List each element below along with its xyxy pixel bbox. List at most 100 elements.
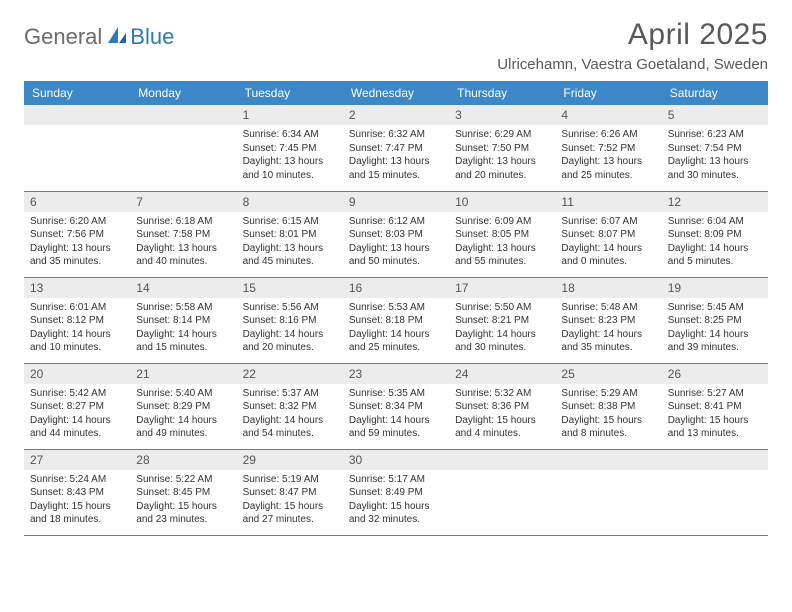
calendar-day-cell: 9Sunrise: 6:12 AMSunset: 8:03 PMDaylight… bbox=[343, 191, 449, 277]
day-number: 8 bbox=[237, 192, 343, 212]
day-details: Sunrise: 5:17 AMSunset: 8:49 PMDaylight:… bbox=[343, 470, 449, 533]
calendar-day-cell: 27Sunrise: 5:24 AMSunset: 8:43 PMDayligh… bbox=[24, 449, 130, 535]
calendar-day-cell: 23Sunrise: 5:35 AMSunset: 8:34 PMDayligh… bbox=[343, 363, 449, 449]
calendar-day-cell: 18Sunrise: 5:48 AMSunset: 8:23 PMDayligh… bbox=[555, 277, 661, 363]
day-details: Sunrise: 5:35 AMSunset: 8:34 PMDaylight:… bbox=[343, 384, 449, 447]
day-details bbox=[24, 125, 130, 185]
calendar-day-cell: 26Sunrise: 5:27 AMSunset: 8:41 PMDayligh… bbox=[662, 363, 768, 449]
day-details: Sunrise: 6:29 AMSunset: 7:50 PMDaylight:… bbox=[449, 125, 555, 188]
calendar-week-row: 1Sunrise: 6:34 AMSunset: 7:45 PMDaylight… bbox=[24, 105, 768, 191]
daylight-line: Daylight: 14 hours and 30 minutes. bbox=[455, 328, 549, 355]
sunset-line: Sunset: 7:52 PM bbox=[561, 142, 655, 156]
calendar-page: General Blue April 2025 Ulricehamn, Vaes… bbox=[0, 0, 792, 554]
daylight-line: Daylight: 14 hours and 39 minutes. bbox=[668, 328, 762, 355]
daylight-line: Daylight: 14 hours and 20 minutes. bbox=[243, 328, 337, 355]
calendar-day-cell: 11Sunrise: 6:07 AMSunset: 8:07 PMDayligh… bbox=[555, 191, 661, 277]
calendar-week-row: 13Sunrise: 6:01 AMSunset: 8:12 PMDayligh… bbox=[24, 277, 768, 363]
sunset-line: Sunset: 8:34 PM bbox=[349, 400, 443, 414]
day-number: 9 bbox=[343, 192, 449, 212]
day-number: 12 bbox=[662, 192, 768, 212]
sunrise-line: Sunrise: 5:56 AM bbox=[243, 301, 337, 315]
calendar-day-cell: 12Sunrise: 6:04 AMSunset: 8:09 PMDayligh… bbox=[662, 191, 768, 277]
daylight-line: Daylight: 15 hours and 13 minutes. bbox=[668, 414, 762, 441]
day-details: Sunrise: 5:22 AMSunset: 8:45 PMDaylight:… bbox=[130, 470, 236, 533]
sunrise-line: Sunrise: 6:09 AM bbox=[455, 215, 549, 229]
day-header: Monday bbox=[130, 81, 236, 105]
day-number: 25 bbox=[555, 364, 661, 384]
daylight-line: Daylight: 14 hours and 15 minutes. bbox=[136, 328, 230, 355]
day-number: 28 bbox=[130, 450, 236, 470]
sunrise-line: Sunrise: 6:18 AM bbox=[136, 215, 230, 229]
calendar-empty-cell bbox=[555, 449, 661, 535]
sunset-line: Sunset: 8:07 PM bbox=[561, 228, 655, 242]
sunset-line: Sunset: 7:47 PM bbox=[349, 142, 443, 156]
sunset-line: Sunset: 8:49 PM bbox=[349, 486, 443, 500]
day-number: 30 bbox=[343, 450, 449, 470]
day-details: Sunrise: 6:23 AMSunset: 7:54 PMDaylight:… bbox=[662, 125, 768, 188]
day-details: Sunrise: 5:58 AMSunset: 8:14 PMDaylight:… bbox=[130, 298, 236, 361]
day-number: 11 bbox=[555, 192, 661, 212]
sunset-line: Sunset: 8:14 PM bbox=[136, 314, 230, 328]
day-number: 17 bbox=[449, 278, 555, 298]
day-header: Friday bbox=[555, 81, 661, 105]
day-details: Sunrise: 6:04 AMSunset: 8:09 PMDaylight:… bbox=[662, 212, 768, 275]
day-number: 2 bbox=[343, 105, 449, 125]
sunset-line: Sunset: 8:25 PM bbox=[668, 314, 762, 328]
day-details bbox=[555, 470, 661, 530]
sunset-line: Sunset: 7:45 PM bbox=[243, 142, 337, 156]
calendar-day-cell: 16Sunrise: 5:53 AMSunset: 8:18 PMDayligh… bbox=[343, 277, 449, 363]
day-details: Sunrise: 5:56 AMSunset: 8:16 PMDaylight:… bbox=[237, 298, 343, 361]
sunrise-line: Sunrise: 6:20 AM bbox=[30, 215, 124, 229]
day-details: Sunrise: 6:18 AMSunset: 7:58 PMDaylight:… bbox=[130, 212, 236, 275]
daylight-line: Daylight: 15 hours and 8 minutes. bbox=[561, 414, 655, 441]
calendar-day-cell: 6Sunrise: 6:20 AMSunset: 7:56 PMDaylight… bbox=[24, 191, 130, 277]
sunrise-line: Sunrise: 6:29 AM bbox=[455, 128, 549, 142]
day-number: 15 bbox=[237, 278, 343, 298]
daylight-line: Daylight: 13 hours and 35 minutes. bbox=[30, 242, 124, 269]
calendar-day-cell: 10Sunrise: 6:09 AMSunset: 8:05 PMDayligh… bbox=[449, 191, 555, 277]
sunset-line: Sunset: 8:12 PM bbox=[30, 314, 124, 328]
day-details: Sunrise: 6:12 AMSunset: 8:03 PMDaylight:… bbox=[343, 212, 449, 275]
calendar-day-cell: 17Sunrise: 5:50 AMSunset: 8:21 PMDayligh… bbox=[449, 277, 555, 363]
sunrise-line: Sunrise: 5:50 AM bbox=[455, 301, 549, 315]
sunrise-line: Sunrise: 5:35 AM bbox=[349, 387, 443, 401]
sunrise-line: Sunrise: 5:17 AM bbox=[349, 473, 443, 487]
sunrise-line: Sunrise: 6:26 AM bbox=[561, 128, 655, 142]
calendar-day-cell: 30Sunrise: 5:17 AMSunset: 8:49 PMDayligh… bbox=[343, 449, 449, 535]
day-details: Sunrise: 6:26 AMSunset: 7:52 PMDaylight:… bbox=[555, 125, 661, 188]
day-details: Sunrise: 6:34 AMSunset: 7:45 PMDaylight:… bbox=[237, 125, 343, 188]
calendar-day-cell: 13Sunrise: 6:01 AMSunset: 8:12 PMDayligh… bbox=[24, 277, 130, 363]
daylight-line: Daylight: 13 hours and 15 minutes. bbox=[349, 155, 443, 182]
logo-text-blue: Blue bbox=[130, 24, 174, 50]
calendar-day-cell: 1Sunrise: 6:34 AMSunset: 7:45 PMDaylight… bbox=[237, 105, 343, 191]
logo-sail-icon bbox=[106, 25, 128, 50]
daylight-line: Daylight: 14 hours and 54 minutes. bbox=[243, 414, 337, 441]
day-number: 19 bbox=[662, 278, 768, 298]
sunset-line: Sunset: 8:36 PM bbox=[455, 400, 549, 414]
calendar-day-cell: 19Sunrise: 5:45 AMSunset: 8:25 PMDayligh… bbox=[662, 277, 768, 363]
calendar-day-cell: 3Sunrise: 6:29 AMSunset: 7:50 PMDaylight… bbox=[449, 105, 555, 191]
daylight-line: Daylight: 14 hours and 10 minutes. bbox=[30, 328, 124, 355]
calendar-empty-cell bbox=[662, 449, 768, 535]
logo: General Blue bbox=[24, 24, 174, 50]
title-block: April 2025 Ulricehamn, Vaestra Goetaland… bbox=[497, 18, 768, 73]
day-details: Sunrise: 5:45 AMSunset: 8:25 PMDaylight:… bbox=[662, 298, 768, 361]
month-title: April 2025 bbox=[497, 18, 768, 52]
day-details: Sunrise: 5:19 AMSunset: 8:47 PMDaylight:… bbox=[237, 470, 343, 533]
day-number: 21 bbox=[130, 364, 236, 384]
sunset-line: Sunset: 8:29 PM bbox=[136, 400, 230, 414]
day-details bbox=[662, 470, 768, 530]
sunrise-line: Sunrise: 6:01 AM bbox=[30, 301, 124, 315]
sunset-line: Sunset: 7:58 PM bbox=[136, 228, 230, 242]
sunset-line: Sunset: 8:16 PM bbox=[243, 314, 337, 328]
day-details: Sunrise: 6:07 AMSunset: 8:07 PMDaylight:… bbox=[555, 212, 661, 275]
sunrise-line: Sunrise: 5:48 AM bbox=[561, 301, 655, 315]
daylight-line: Daylight: 14 hours and 49 minutes. bbox=[136, 414, 230, 441]
sunset-line: Sunset: 8:23 PM bbox=[561, 314, 655, 328]
sunset-line: Sunset: 8:32 PM bbox=[243, 400, 337, 414]
day-details: Sunrise: 5:53 AMSunset: 8:18 PMDaylight:… bbox=[343, 298, 449, 361]
sunrise-line: Sunrise: 5:53 AM bbox=[349, 301, 443, 315]
sunrise-line: Sunrise: 5:27 AM bbox=[668, 387, 762, 401]
sunset-line: Sunset: 7:50 PM bbox=[455, 142, 549, 156]
day-details: Sunrise: 6:01 AMSunset: 8:12 PMDaylight:… bbox=[24, 298, 130, 361]
